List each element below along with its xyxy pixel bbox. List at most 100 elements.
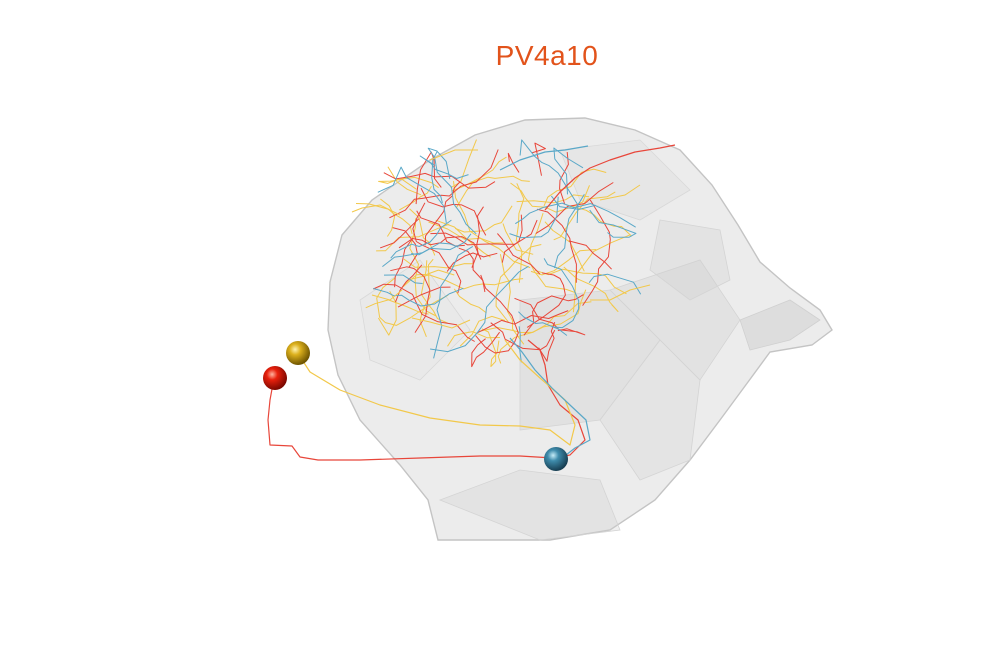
- blue-soma[interactable]: [544, 447, 568, 471]
- axon-paths: [267, 144, 676, 461]
- red-dendrite: [531, 142, 546, 176]
- yellow-dendrite: [527, 212, 577, 294]
- red-dendrite: [568, 240, 612, 270]
- volume-facet: [599, 339, 701, 481]
- yellow-dendrite: [572, 234, 631, 313]
- volume-facet: [559, 139, 691, 221]
- blue-dendrite: [553, 147, 584, 195]
- red-dendrite: [446, 252, 498, 272]
- red-dendrite: [390, 266, 431, 333]
- yellow-dendrite: [365, 299, 429, 315]
- red-dendrite: [389, 149, 499, 219]
- yellow-dendrite: [515, 183, 525, 283]
- red-dendrite: [380, 218, 420, 249]
- yellow-dendrite: [402, 269, 455, 288]
- yellow-dendrite: [378, 176, 439, 190]
- blue-dendrite: [383, 274, 423, 284]
- blue-dendrite: [518, 311, 568, 336]
- blue-dendrite: [519, 139, 579, 224]
- yellow-dendrite: [355, 203, 413, 235]
- blue-dendrite: [551, 195, 596, 210]
- red-dendrite: [526, 272, 566, 328]
- yellow-dendrite: [453, 181, 531, 269]
- red-dendrite: [538, 322, 556, 362]
- red-dendrite: [497, 233, 541, 275]
- blue-dendrite: [589, 209, 637, 238]
- yellow-dendrite: [403, 274, 524, 290]
- yellow-dendrite: [447, 331, 500, 347]
- yellow-dendrite: [553, 191, 616, 241]
- yellow-dendrite: [497, 301, 592, 364]
- yellow-dendrite: [420, 260, 449, 324]
- blue-dendrite: [373, 287, 464, 307]
- blue-dendrite: [543, 258, 580, 329]
- blue-dendrite: [431, 150, 451, 204]
- blue-dendrite: [588, 273, 642, 295]
- blue-dendrite: [518, 326, 522, 363]
- blue-dendrite: [433, 245, 474, 359]
- red-dendrite: [582, 199, 611, 306]
- yellow-dendrite: [590, 284, 651, 301]
- yellow-dendrite: [376, 223, 450, 252]
- figure-title: PV4a10: [495, 40, 599, 71]
- yellow-dendrite: [376, 277, 449, 326]
- red-dendrite: [476, 310, 569, 334]
- red-dendrite: [490, 322, 556, 351]
- yellow-dendrite: [543, 168, 607, 207]
- red-dendrite: [559, 152, 569, 205]
- yellow-dendrite: [351, 204, 401, 216]
- red-dendrite: [412, 202, 462, 294]
- red-long-branch: [544, 144, 676, 211]
- neuron-arbors: [351, 139, 651, 368]
- yellow-dendrite: [451, 156, 507, 192]
- blue-dendrite: [390, 219, 452, 259]
- blue-axon: [509, 337, 591, 460]
- yellow-dendrite: [371, 289, 403, 301]
- yellow-dendrite: [534, 268, 627, 295]
- volume-facet: [609, 259, 741, 381]
- yellow-dendrite: [516, 194, 590, 204]
- red-dendrite: [397, 286, 451, 308]
- red-dendrite: [430, 219, 538, 246]
- yellow-dendrite: [387, 166, 422, 196]
- blue-dendrite: [427, 147, 477, 235]
- blue-dendrite: [419, 155, 469, 179]
- volume-facet: [649, 219, 731, 301]
- blue-dendrite: [515, 202, 636, 228]
- volume-facet: [739, 299, 821, 351]
- red-dendrite: [372, 283, 475, 342]
- yellow-dendrite: [380, 198, 396, 237]
- somata[interactable]: [263, 341, 568, 471]
- yellow-dendrite: [428, 221, 504, 244]
- yellow-dendrite: [481, 328, 500, 367]
- yellow-dendrite: [544, 221, 585, 272]
- yellow-soma[interactable]: [286, 341, 310, 365]
- yellow-dendrite: [411, 317, 471, 329]
- yellow-dendrite: [455, 175, 530, 209]
- yellow-dendrite: [454, 205, 513, 233]
- volume-outline: [327, 117, 833, 541]
- yellow-dendrite: [499, 254, 525, 345]
- blue-dendrite: [554, 194, 585, 269]
- yellow-dendrite: [565, 204, 633, 237]
- yellow-dendrite: [409, 208, 436, 256]
- volume-facet: [438, 469, 621, 541]
- red-dendrite: [394, 237, 414, 288]
- yellow-axon: [296, 339, 576, 446]
- yellow-dendrite: [599, 184, 641, 201]
- yellow-dendrite: [429, 149, 478, 161]
- red-dendrite: [471, 331, 501, 368]
- red-dendrite: [523, 294, 584, 336]
- blue-dendrite: [430, 265, 529, 353]
- blue-dendrite: [509, 196, 559, 239]
- red-dendrite: [395, 264, 423, 303]
- red-dendrite: [507, 152, 520, 173]
- blue-long-branch: [499, 145, 589, 171]
- red-axon: [267, 339, 586, 461]
- blue-dendrite: [411, 233, 472, 256]
- yellow-dendrite: [403, 258, 473, 269]
- red-dendrite: [424, 181, 461, 246]
- red-soma[interactable]: [263, 366, 287, 390]
